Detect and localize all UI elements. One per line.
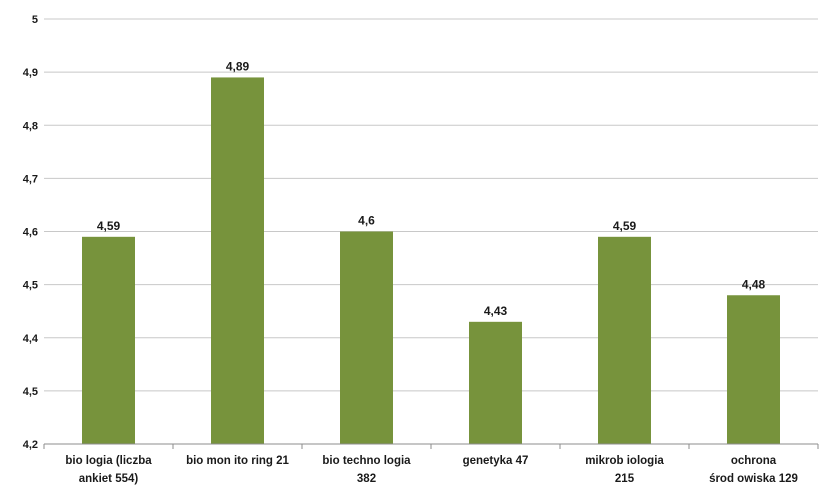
bar <box>82 236 135 444</box>
category-label-line: 215 <box>615 473 635 485</box>
data-label: 4,48 <box>742 277 766 291</box>
bar <box>727 295 780 444</box>
data-label: 4,59 <box>97 219 121 233</box>
y-tick-label: 4,2 <box>23 439 38 451</box>
y-tick-label: 4,5 <box>23 280 38 292</box>
bar <box>340 231 393 444</box>
category-label: ochrona środ owiska 129 <box>709 455 798 485</box>
y-tick-label: 4,5 <box>23 386 38 398</box>
category-label: bio logia (liczba ankiet 554) <box>65 455 152 485</box>
category-label: bio mon ito ring 21 <box>186 455 289 467</box>
category-label: mikrob iologia 215 <box>585 455 664 485</box>
gridlines <box>44 18 818 392</box>
y-tick-label: 5 <box>32 14 38 26</box>
data-labels: 4,59 4,89 4,6 4,43 4,59 4,48 <box>97 59 766 317</box>
data-label: 4,59 <box>613 219 637 233</box>
category-label-line: mikrob iologia <box>585 455 664 467</box>
y-tick-label: 4,9 <box>23 67 38 79</box>
category-labels: bio logia (liczba ankiet 554) bio mon ito … <box>65 455 798 485</box>
bar <box>469 321 522 444</box>
category-label-line: bio logia (liczba <box>65 455 152 467</box>
bars <box>82 77 780 444</box>
data-label: 4,43 <box>484 304 508 318</box>
data-label: 4,6 <box>358 214 375 228</box>
category-label-line: bio mon ito ring 21 <box>186 455 289 467</box>
bar <box>598 236 651 444</box>
y-tick-label: 4,6 <box>23 227 38 239</box>
category-label-line: ankiet 554) <box>79 473 139 485</box>
category-label-line: 382 <box>357 473 376 485</box>
category-label-line: genetyka 47 <box>463 455 529 467</box>
category-label-line: bio techno logia <box>322 455 411 467</box>
category-label: bio techno logia 382 <box>322 455 411 485</box>
data-label: 4,89 <box>226 59 250 73</box>
y-axis-ticks: 5 4,9 4,8 4,7 4,6 4,5 4,4 4,5 4,2 <box>23 14 39 451</box>
x-axis <box>43 443 819 449</box>
category-label-line: ochrona <box>731 455 777 467</box>
y-tick-label: 4,8 <box>23 120 38 132</box>
y-tick-label: 4,4 <box>23 333 39 345</box>
category-label: genetyka 47 <box>463 455 529 467</box>
y-tick-label: 4,7 <box>23 173 38 185</box>
category-label-line: środ owiska 129 <box>709 473 798 485</box>
bar <box>211 77 264 444</box>
